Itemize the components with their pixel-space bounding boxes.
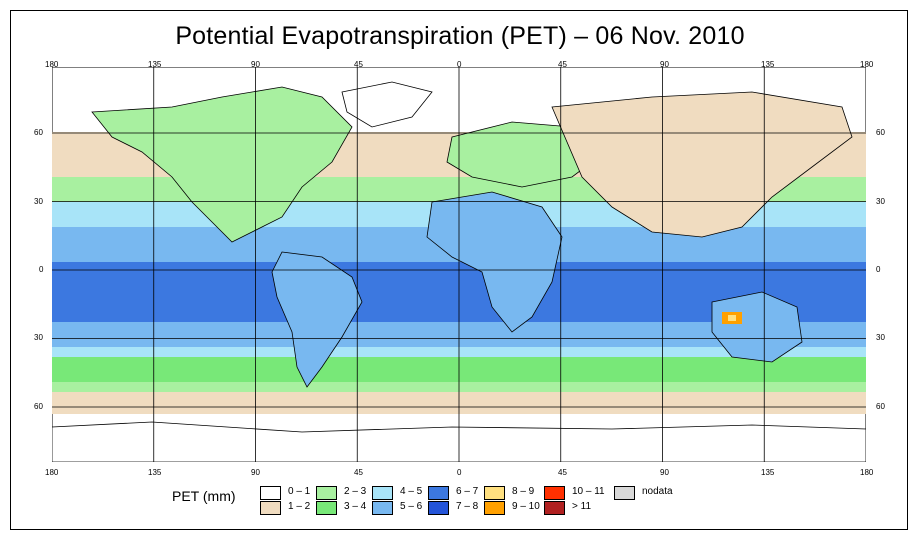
graticule: [52, 67, 866, 462]
legend-swatch-8: [484, 486, 505, 500]
lat-label: 30: [34, 333, 43, 342]
lat-label: 0: [876, 265, 881, 274]
lon-label: 180: [860, 60, 874, 69]
legend-swatch-10: [544, 486, 565, 500]
lon-label: 135: [148, 468, 162, 477]
asia: [551, 91, 853, 238]
north-america: [91, 86, 353, 243]
greenland: [341, 81, 433, 128]
lat-label: 60: [876, 402, 885, 411]
legend-label-11: > 11: [572, 501, 591, 512]
legend-label-6: 6 – 7: [456, 486, 479, 497]
legend-swatch-11: [544, 501, 565, 515]
lon-label: 180: [45, 60, 59, 69]
south-america: [271, 251, 363, 388]
legend-swatch-1: [260, 501, 281, 515]
lon-label: 135: [761, 468, 775, 477]
legend-swatch-12: [614, 486, 635, 500]
lon-label: 45: [558, 468, 567, 477]
legend-label-10: 10 – 11: [572, 486, 605, 497]
lon-label: 0: [457, 468, 462, 477]
legend-label-9: 9 – 10: [512, 501, 540, 512]
legend-swatch-9: [484, 501, 505, 515]
lon-label: 45: [354, 60, 363, 69]
map-title: Potential Evapotranspiration (PET) – 06 …: [175, 22, 745, 50]
legend-label-2: 2 – 3: [344, 486, 367, 497]
lat-label: 30: [876, 333, 885, 342]
lon-label: 90: [660, 468, 669, 477]
legend-swatch-2: [316, 486, 337, 500]
legend-swatch-6: [428, 486, 449, 500]
lon-label: 135: [148, 60, 162, 69]
lat-label: 60: [34, 128, 43, 137]
legend-swatch-0: [260, 486, 281, 500]
legend-label-8: 8 – 9: [512, 486, 535, 497]
lat-label: 30: [876, 197, 885, 206]
africa: [426, 191, 563, 333]
australia-hotspot-core: [728, 315, 736, 321]
lat-label: 60: [34, 402, 43, 411]
lon-label: 135: [761, 60, 775, 69]
lon-label: 0: [457, 60, 462, 69]
legend-title: PET (mm): [172, 488, 236, 504]
legend-swatch-5: [372, 501, 393, 515]
lat-label: 60: [876, 128, 885, 137]
legend-label-0: 0 – 1: [288, 486, 311, 497]
legend-swatch-3: [316, 501, 337, 515]
legend-swatch-7: [428, 501, 449, 515]
lon-label: 90: [251, 60, 260, 69]
lon-label: 180: [860, 468, 874, 477]
lon-label: 90: [251, 468, 260, 477]
legend-label-5: 5 – 6: [400, 501, 423, 512]
lon-label: 45: [558, 60, 567, 69]
legend-label-1: 1 – 2: [288, 501, 311, 512]
pet-world-map: [52, 67, 866, 462]
lat-label: 30: [34, 197, 43, 206]
lon-label: 180: [45, 468, 59, 477]
lon-label: 90: [660, 60, 669, 69]
legend-swatch-4: [372, 486, 393, 500]
lat-label: 0: [39, 265, 44, 274]
legend-label-12: nodata: [642, 486, 673, 497]
legend-label-4: 4 – 5: [400, 486, 423, 497]
lon-label: 45: [354, 468, 363, 477]
legend-label-7: 7 – 8: [456, 501, 479, 512]
australia: [711, 291, 803, 363]
legend-label-3: 3 – 4: [344, 501, 367, 512]
